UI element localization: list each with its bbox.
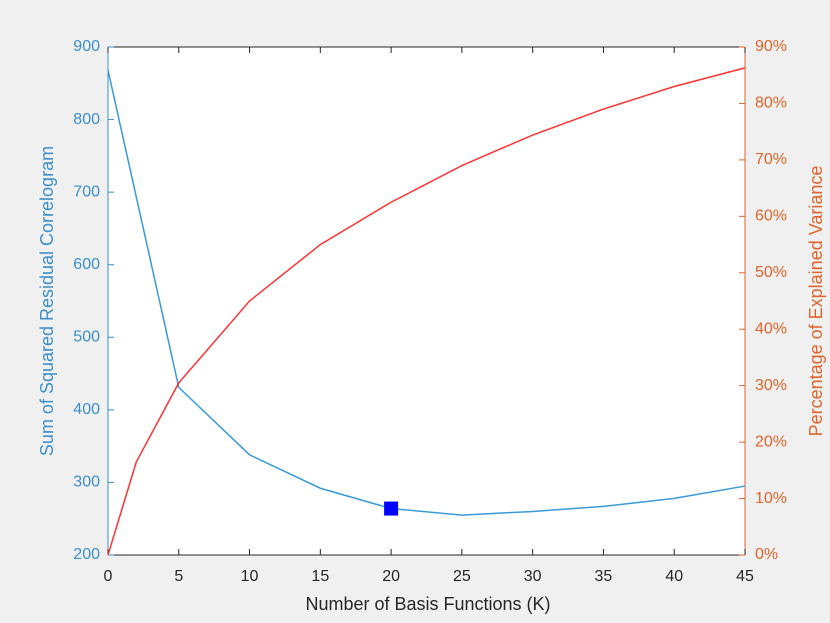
y2-axis-label: Percentage of Explained Variance [806, 166, 826, 437]
y2-tick-label: 60% [755, 208, 787, 225]
y-tick-label: 200 [73, 546, 100, 563]
x-tick-label: 15 [311, 568, 329, 585]
y-tick-label: 700 [73, 183, 100, 200]
y2-tick-label: 40% [755, 320, 787, 337]
y2-tick-label: 20% [755, 433, 787, 450]
y-tick-label: 400 [73, 401, 100, 418]
y-tick-label: 500 [73, 329, 100, 346]
plot-area [108, 47, 745, 555]
data-line [107, 70, 746, 516]
y-tick-label: 600 [73, 256, 100, 273]
x-tick-label: 30 [524, 568, 542, 585]
y-tick-label: 800 [73, 111, 100, 128]
x-tick-label: 40 [665, 568, 683, 585]
data-line [107, 67, 746, 556]
y-tick-label: 300 [73, 474, 100, 491]
x-axis-label: Number of Basis Functions (K) [305, 594, 550, 614]
y2-tick-label: 70% [755, 151, 787, 168]
x-tick-label: 25 [453, 568, 471, 585]
x-tick-label: 10 [241, 568, 259, 585]
y-axis-label: Sum of Squared Residual Correlogram [37, 146, 57, 456]
y2-tick-label: 50% [755, 264, 787, 281]
y2-tick-label: 0% [755, 546, 778, 563]
x-tick-label: 20 [382, 568, 400, 585]
x-tick-label: 0 [104, 568, 113, 585]
x-tick-label: 35 [595, 568, 613, 585]
y2-tick-label: 10% [755, 490, 787, 507]
y2-tick-label: 80% [755, 95, 787, 112]
y2-tick-label: 30% [755, 377, 787, 394]
highlight-marker [384, 501, 399, 516]
x-tick-label: 5 [174, 568, 183, 585]
y-tick-label: 900 [73, 38, 100, 55]
y2-tick-label: 90% [755, 38, 787, 55]
x-tick-label: 45 [736, 568, 754, 585]
